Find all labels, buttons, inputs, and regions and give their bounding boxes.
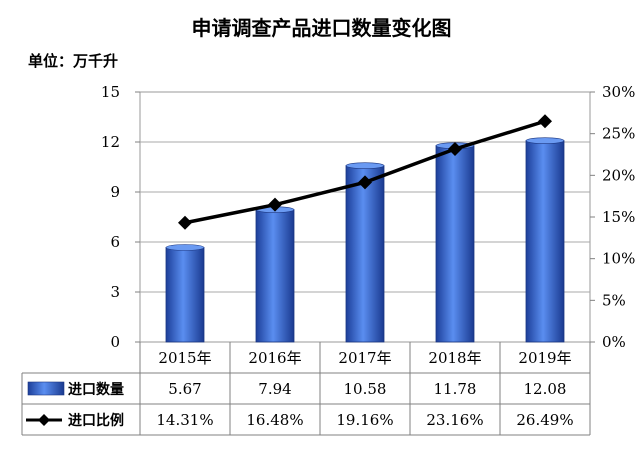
right-axis-tick-label: 5% xyxy=(602,291,626,309)
bar xyxy=(165,247,205,343)
bar-cap xyxy=(165,244,205,251)
category-label: 2017年 xyxy=(338,349,391,367)
chart-title: 申请调查产品进口数量变化图 xyxy=(191,16,452,40)
bar-layer xyxy=(165,137,565,343)
line-value-cell: 16.48% xyxy=(246,411,303,429)
bar-value-cell: 12.08 xyxy=(524,380,567,398)
line-point xyxy=(268,197,282,212)
bar xyxy=(345,165,385,343)
line-value-cell: 14.31% xyxy=(156,411,213,429)
left-axis-tick-label: 6 xyxy=(110,233,120,251)
category-label: 2019年 xyxy=(518,349,571,367)
line-point xyxy=(448,142,462,156)
bar-cap xyxy=(525,137,565,144)
left-axis-tick-label: 15 xyxy=(101,83,120,101)
bar xyxy=(525,140,565,343)
left-axis-tick-label: 0 xyxy=(110,333,120,351)
legend-swatch-bar xyxy=(27,381,65,396)
left-axis-tick-label: 12 xyxy=(101,133,120,151)
bar-value-cell: 7.94 xyxy=(258,380,291,398)
bar-cap xyxy=(345,162,385,169)
category-label: 2015年 xyxy=(158,349,211,367)
bar-value-cell: 10.58 xyxy=(344,380,387,398)
line-layer xyxy=(178,114,552,230)
right-axis-tick-label: 30% xyxy=(602,83,635,101)
right-axis-tick-label: 0% xyxy=(602,333,626,351)
legend-label-bar: 进口数量 xyxy=(68,381,124,398)
line-point xyxy=(358,175,372,190)
legend-swatch-marker xyxy=(38,414,50,426)
legend-label-line: 进口比例 xyxy=(68,412,124,429)
right-axis-tick-label: 25% xyxy=(602,125,635,143)
bar-value-cell: 11.78 xyxy=(434,380,477,398)
line-value-cell: 23.16% xyxy=(426,411,483,429)
bar xyxy=(255,209,295,343)
line-point xyxy=(538,114,552,129)
bar xyxy=(435,145,475,343)
left-axis-tick-label: 9 xyxy=(110,183,120,201)
right-axis-tick-label: 20% xyxy=(602,166,635,184)
category-label: 2018年 xyxy=(428,349,481,367)
category-label: 2016年 xyxy=(248,349,301,367)
line-value-cell: 19.16% xyxy=(336,411,393,429)
right-axis-tick-label: 10% xyxy=(602,250,635,268)
left-axis-tick-label: 3 xyxy=(110,283,120,301)
bar-value-cell: 5.67 xyxy=(168,380,201,398)
line-point xyxy=(178,215,192,230)
unit-label: 单位：万千升 xyxy=(28,52,119,70)
right-axis-tick-label: 15% xyxy=(602,208,635,226)
line-value-cell: 26.49% xyxy=(516,411,573,429)
axis-layer: 0 3 6 9 12 15 0% 5% 10% 15% 20% 25% 30% xyxy=(101,83,635,351)
